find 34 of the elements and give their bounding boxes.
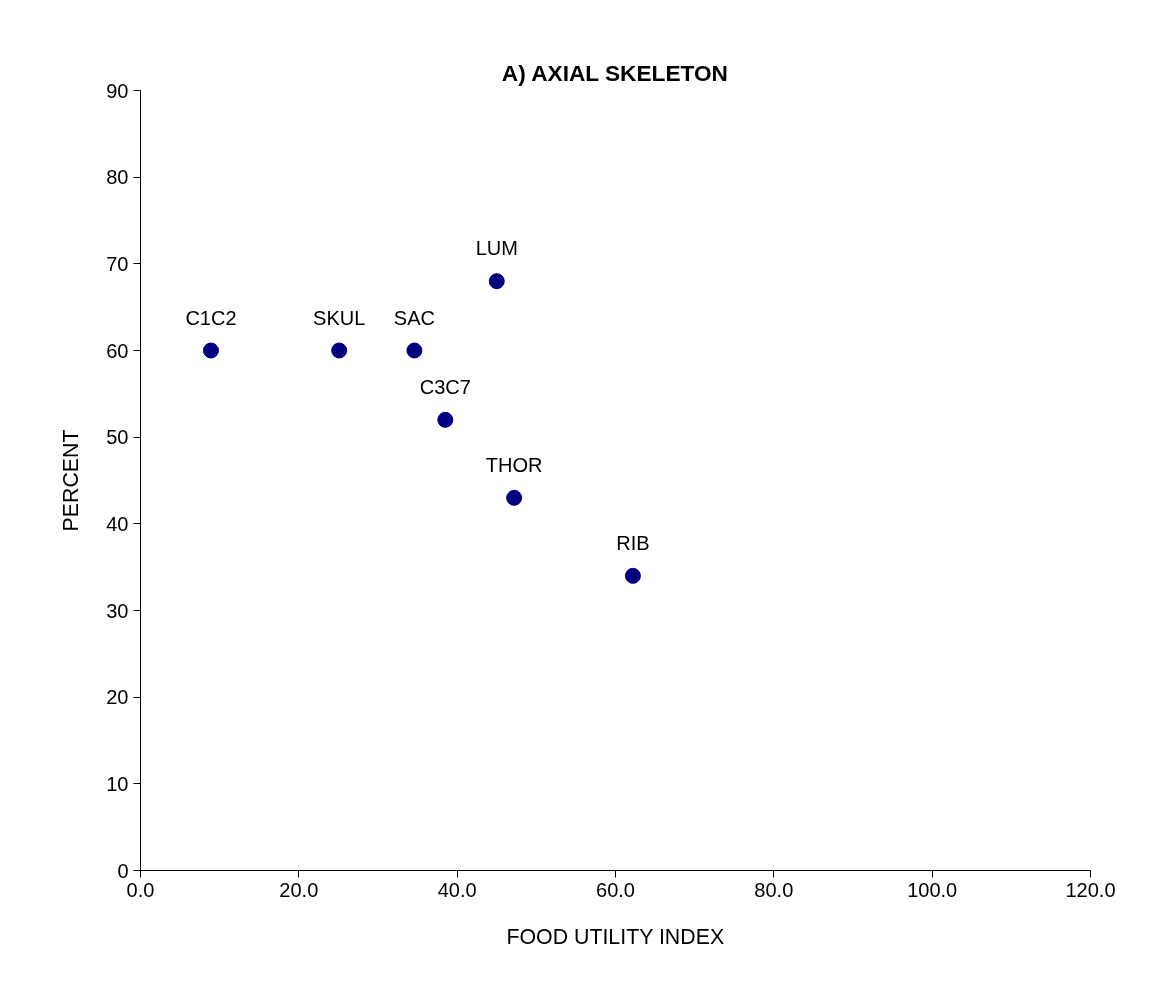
- annotation: C1C2: [185, 306, 237, 329]
- y-tick-label: 70: [106, 252, 129, 275]
- annotation: RIB: [616, 531, 650, 554]
- x-axis-title: FOOD UTILITY INDEX: [506, 924, 725, 949]
- y-tick-label: 10: [106, 772, 129, 795]
- x-tick-label: 120.0: [1065, 878, 1116, 901]
- y-tick-label: 50: [106, 426, 129, 449]
- point: [437, 411, 454, 428]
- y-axis-title: PERCENT: [59, 429, 84, 532]
- point: [406, 342, 423, 359]
- y-tick-label: 90: [106, 79, 129, 102]
- y-tick-label: 30: [106, 599, 129, 622]
- annotation: LUM: [475, 237, 518, 260]
- y-tick-label: 20: [106, 686, 129, 709]
- annotation: C3C7: [419, 375, 471, 398]
- point: [488, 273, 505, 290]
- point: [202, 342, 219, 359]
- y-tick-label: 60: [106, 339, 129, 362]
- x-tick-label: 20.0: [279, 878, 319, 901]
- x-tick-label: 80.0: [754, 878, 794, 901]
- y-tick-label: 40: [106, 512, 129, 535]
- annotation: SKUL: [313, 306, 366, 329]
- x-tick-label: 0.0: [126, 878, 155, 901]
- point: [624, 567, 641, 584]
- annotation: SAC: [393, 306, 435, 329]
- point: [506, 489, 523, 506]
- y-tick-label: 80: [106, 166, 129, 189]
- x-tick-label: 100.0: [907, 878, 958, 901]
- y-tick-label: 0: [117, 859, 129, 882]
- x-tick-label: 40.0: [437, 878, 477, 901]
- point: [331, 342, 348, 359]
- chart-title: A) AXIAL SKELETON: [501, 59, 728, 86]
- annotation: THOR: [485, 453, 543, 476]
- x-tick-label: 60.0: [596, 878, 635, 901]
